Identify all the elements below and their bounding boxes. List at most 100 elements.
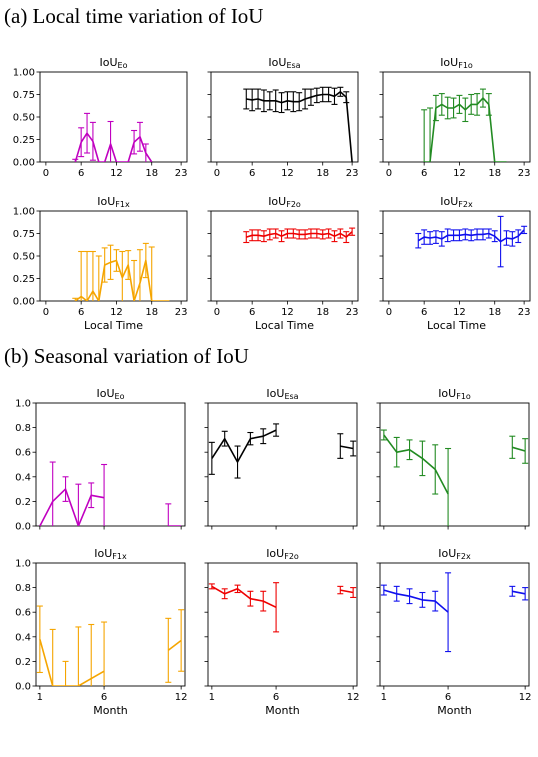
y-tick-label: 1.0 <box>15 559 31 570</box>
panel-title: IoUEsa <box>266 387 298 401</box>
axes-frame <box>210 71 359 163</box>
panel-title: IoUF2x <box>438 547 471 561</box>
x-tick-label: 23 <box>175 168 188 179</box>
y-tick-label: 0.6 <box>15 608 31 619</box>
x-axis-label: Local Time <box>255 319 314 332</box>
y-tick-label: 0.4 <box>15 632 31 643</box>
panel-title-base: IoU <box>268 56 286 69</box>
panel-title-subscript: F1x <box>115 200 130 209</box>
y-tick-label: 0.75 <box>13 90 35 101</box>
y-tick-label: 0.00 <box>13 297 35 308</box>
y-tick-label: 0.25 <box>13 135 35 146</box>
section-b-title: (b) Seasonal variation of IoU <box>4 344 249 368</box>
x-tick-label: 18 <box>145 307 158 318</box>
y-tick-label: 0.75 <box>13 229 35 240</box>
panel-b-esa: IoUEsa <box>204 387 358 530</box>
axes-frame <box>39 71 188 163</box>
x-tick-label: 6 <box>421 168 427 179</box>
x-tick-label: 18 <box>488 168 501 179</box>
panel-title: IoUF1o <box>440 56 473 70</box>
y-tick-label: 0.8 <box>15 423 31 434</box>
series-group <box>208 423 357 479</box>
series-line <box>383 434 526 495</box>
panel-title-base: IoU <box>438 387 456 400</box>
series-group <box>36 605 185 686</box>
panel-a-f1o: IoUF1o 0 6 12 18 23 <box>379 56 531 179</box>
panel-title-base: IoU <box>440 56 458 69</box>
y-tick-label: 1.00 <box>13 68 35 79</box>
series-group <box>39 461 182 526</box>
series-line <box>383 589 526 613</box>
x-tick-label: 12 <box>281 307 294 318</box>
panel-a-f2x: IoUF2x 0 6 12 18 23 Local Time <box>379 195 530 332</box>
x-tick-label: 18 <box>316 307 329 318</box>
x-tick-label: 0 <box>214 307 220 318</box>
x-tick-label: 6 <box>445 692 451 703</box>
y-tick-label: 0.6 <box>15 448 31 459</box>
panel-b-eo: IoUEo 0.0 0.2 0.4 0.6 0.8 1.0 <box>15 387 186 533</box>
panel-b-f1x: IoUF1x 0.0 0.2 0.4 0.6 0.8 1.0 1 6 12 Month <box>15 547 187 717</box>
y-tick-label: 0.8 <box>15 583 31 594</box>
panel-b-f1o: IoUF1o <box>376 387 530 530</box>
panel-a-f1x: IoUF1x 0.00 0.25 0.50 0.75 1.00 0 6 12 18 23 Local … <box>13 195 188 332</box>
series-group <box>380 572 529 653</box>
series-group <box>421 88 507 162</box>
panel-title-base: IoU <box>100 56 118 69</box>
axes-frame <box>207 562 358 687</box>
panel-b-f2x: IoUF2x 1 6 12 Month <box>376 547 532 717</box>
axes-frame <box>35 402 186 527</box>
x-tick-label: 18 <box>145 168 158 179</box>
series-line <box>39 639 182 686</box>
series-line <box>74 132 153 162</box>
axes-frame <box>379 402 530 527</box>
series-group <box>243 86 353 162</box>
y-tick-label: 0.4 <box>15 472 31 483</box>
panel-title-base: IoU <box>94 547 112 560</box>
x-tick-label: 12 <box>110 307 123 318</box>
x-tick-label: 6 <box>421 307 427 318</box>
x-tick-label: 0 <box>43 307 49 318</box>
panel-title-base: IoU <box>97 195 115 208</box>
panel-title-subscript: F1o <box>458 61 473 70</box>
x-tick-label: 6 <box>78 307 84 318</box>
y-tick-label: 0.2 <box>15 497 31 508</box>
x-axis-label: Local Time <box>84 319 143 332</box>
panel-title-subscript: Eo <box>115 392 125 401</box>
y-tick-label: 0.0 <box>15 522 31 533</box>
axes-frame <box>210 210 359 302</box>
panel-title-subscript: Esa <box>286 61 300 70</box>
x-tick-label: 23 <box>518 168 531 179</box>
panel-title: IoUF1o <box>438 387 471 401</box>
panel-title-subscript: F2x <box>456 552 471 561</box>
x-axis-label: Month <box>437 704 472 717</box>
series-group <box>380 429 529 526</box>
panel-title-base: IoU <box>97 387 115 400</box>
panel-title-subscript: F2x <box>458 200 473 209</box>
section-a-title: (a) Local time variation of IoU <box>4 4 264 28</box>
x-tick-label: 6 <box>101 692 107 703</box>
x-tick-label: 12 <box>453 168 466 179</box>
x-tick-label: 0 <box>214 168 220 179</box>
x-tick-label: 1 <box>37 692 43 703</box>
panel-title-subscript: F2o <box>286 200 301 209</box>
panel-title: IoUF2x <box>440 195 473 209</box>
x-tick-label: 18 <box>488 307 501 318</box>
series-group <box>243 227 356 244</box>
x-axis-label: Month <box>93 704 128 717</box>
x-tick-label: 12 <box>347 692 360 703</box>
panel-title-subscript: F1x <box>112 552 127 561</box>
y-tick-label: 0.50 <box>13 252 35 263</box>
y-tick-label: 0.0 <box>15 682 31 693</box>
x-axis-label: Month <box>265 704 300 717</box>
x-tick-label: 6 <box>249 307 255 318</box>
y-tick-label: 0.00 <box>13 158 35 169</box>
x-tick-label: 1 <box>381 692 387 703</box>
panel-title-base: IoU <box>438 547 456 560</box>
x-tick-label: 12 <box>519 692 532 703</box>
series-group <box>72 112 153 162</box>
x-tick-label: 6 <box>249 168 255 179</box>
panel-title: IoUEsa <box>268 56 300 70</box>
x-tick-label: 23 <box>346 168 359 179</box>
x-tick-label: 6 <box>273 692 279 703</box>
